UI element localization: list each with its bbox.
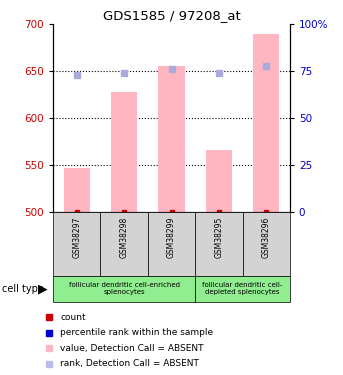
Bar: [53, 276, 195, 302]
Text: cell type: cell type: [2, 284, 44, 294]
Bar: [100, 212, 148, 276]
Text: GSM38295: GSM38295: [214, 217, 223, 258]
Text: ▶: ▶: [38, 282, 48, 295]
Bar: [243, 212, 290, 276]
Text: follicular dendritic cell-enriched
splenocytes: follicular dendritic cell-enriched splen…: [69, 282, 180, 295]
Bar: [111, 92, 137, 212]
Bar: [158, 66, 185, 212]
Bar: [64, 168, 90, 212]
Bar: [148, 212, 195, 276]
Text: GDS1585 / 97208_at: GDS1585 / 97208_at: [103, 9, 240, 22]
Text: rank, Detection Call = ABSENT: rank, Detection Call = ABSENT: [60, 359, 199, 368]
Bar: [195, 276, 290, 302]
Text: value, Detection Call = ABSENT: value, Detection Call = ABSENT: [60, 344, 204, 352]
Bar: [53, 212, 100, 276]
Text: count: count: [60, 313, 86, 322]
Text: GSM38299: GSM38299: [167, 217, 176, 258]
Text: follicular dendritic cell-
depleted splenocytes: follicular dendritic cell- depleted sple…: [202, 282, 283, 295]
Text: GSM38298: GSM38298: [120, 217, 129, 258]
Bar: [195, 212, 243, 276]
Bar: [253, 34, 279, 212]
Text: percentile rank within the sample: percentile rank within the sample: [60, 328, 213, 337]
Bar: [206, 150, 232, 212]
Text: GSM38297: GSM38297: [72, 217, 81, 258]
Text: GSM38296: GSM38296: [262, 217, 271, 258]
